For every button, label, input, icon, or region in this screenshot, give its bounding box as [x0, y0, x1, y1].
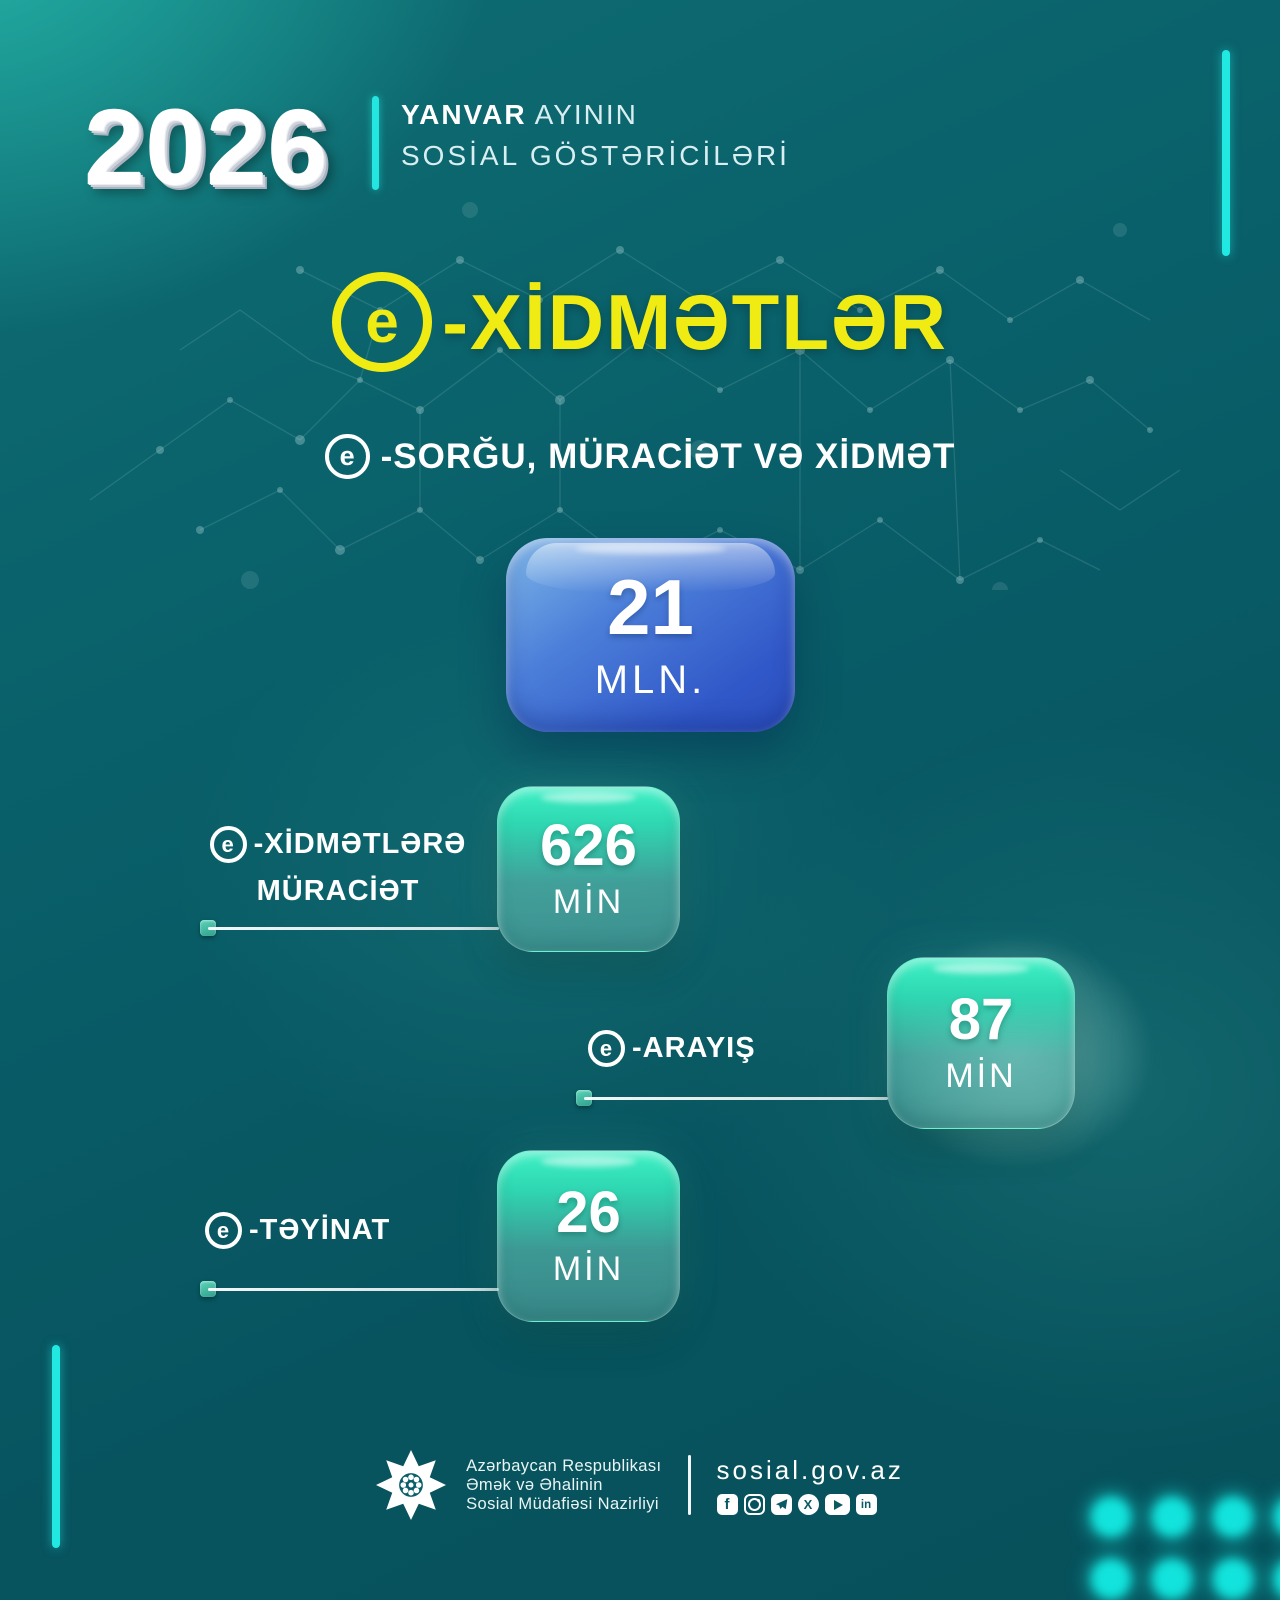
- stat-label-line1: e -XİDMƏTLƏRƏ: [207, 826, 469, 863]
- page-title: e -XİDMƏTLƏR: [0, 272, 1280, 372]
- card-sheen: [575, 543, 726, 554]
- ministry-line: Azərbaycan Respublikası: [466, 1456, 662, 1475]
- header-line1: YANVAR AYININ: [401, 99, 790, 131]
- page-title-text: -XİDMƏTLƏR: [442, 277, 948, 366]
- page-subtitle: e -SORĞU, MÜRACİƏT VƏ XİDMƏT: [0, 434, 1280, 479]
- x-glyph: X: [803, 1497, 813, 1512]
- glow-dot: [1273, 1559, 1280, 1599]
- stat-unit: MİN: [552, 882, 625, 921]
- glow-dot: [1090, 1559, 1131, 1599]
- header-caption: YANVAR AYININ SOSİAL GÖSTƏRİCİLƏRİ: [401, 99, 790, 172]
- glow-dot-grid: [1080, 1486, 1280, 1600]
- connector-line: [208, 927, 499, 930]
- header-line2: SOSİAL GÖSTƏRİCİLƏRİ: [401, 140, 790, 171]
- footer: Azərbaycan Respublikası Əmək və Əhalinin…: [0, 1450, 1280, 1520]
- facebook-icon[interactable]: f: [716, 1494, 738, 1515]
- glow-dot: [1090, 1497, 1131, 1537]
- connector-line: [208, 1288, 499, 1291]
- ministry-line: Əmək və Əhalinin: [466, 1475, 603, 1494]
- instagram-icon[interactable]: [743, 1494, 765, 1515]
- footer-divider: [687, 1455, 691, 1515]
- telegram-icon[interactable]: [770, 1494, 792, 1515]
- stat-label-text: -ARAYIŞ: [632, 1032, 756, 1064]
- stat-value: 87: [948, 986, 1014, 1052]
- ministry-name: Azərbaycan Respublikası Əmək və Əhalinin…: [466, 1457, 661, 1514]
- card-sheen: [541, 792, 636, 803]
- e-glyph: e: [339, 441, 355, 471]
- glow-dot: [1273, 1497, 1280, 1537]
- youtube-icon[interactable]: [824, 1494, 850, 1515]
- glow-dot: [1212, 1559, 1253, 1599]
- e-circle-icon: e: [209, 826, 247, 863]
- stat-label-line2: MÜRACİƏT: [256, 875, 420, 907]
- stat-value: 626: [540, 812, 637, 878]
- ministry-emblem-icon: [376, 1450, 447, 1520]
- stat-card-e-arayis: 87 MİN: [887, 957, 1075, 1129]
- e-glyph: e: [599, 1035, 614, 1061]
- stat-label-e-arayis: e -ARAYIŞ: [588, 1030, 756, 1067]
- linkedin-icon[interactable]: in: [855, 1494, 877, 1515]
- stat-label-e-teyinat: e -TƏYİNAT: [205, 1212, 390, 1249]
- e-circle-icon: e: [324, 434, 370, 479]
- stat-label-text: -XİDMƏTLƏRƏ: [253, 828, 467, 860]
- x-icon[interactable]: X: [797, 1494, 819, 1515]
- connector-line: [584, 1097, 888, 1100]
- glow-dot: [1151, 1559, 1192, 1599]
- telegram-plane: [775, 1499, 787, 1510]
- stat-card-e-teyinat: 26 MİN: [497, 1150, 680, 1322]
- e-circle-icon: e: [332, 272, 433, 372]
- glow-dot: [1212, 1497, 1253, 1537]
- e-glyph: e: [221, 831, 235, 857]
- social-icons: f X in: [716, 1494, 904, 1515]
- stat-label-text: -TƏYİNAT: [249, 1214, 391, 1246]
- e-circle-icon: e: [205, 1212, 242, 1249]
- website-link[interactable]: sosial.gov.az: [716, 1455, 904, 1485]
- stat-card-e-xidmetlere-muraciet: 626 MİN: [497, 786, 680, 952]
- card-sheen: [541, 1156, 636, 1167]
- stat-unit: MLN.: [594, 657, 707, 702]
- stat-label-e-xidmetlere-muraciet: e -XİDMƏTLƏRƏ MÜRACİƏT: [207, 826, 469, 908]
- year-3d-text: 2026: [84, 86, 329, 207]
- ministry-line: Sosial Müdafiəsi Nazirliyi: [466, 1494, 659, 1513]
- stat-card-total: 21 MLN.: [506, 538, 795, 732]
- page-subtitle-text: -SORĞU, MÜRACİƏT VƏ XİDMƏT: [380, 436, 956, 476]
- e-glyph: e: [365, 288, 399, 355]
- stat-unit: MİN: [552, 1249, 625, 1288]
- stat-unit: MİN: [945, 1056, 1017, 1095]
- footer-contact: sosial.gov.az f X in: [716, 1455, 904, 1515]
- e-circle-icon: e: [588, 1030, 625, 1067]
- glow-dot: [1151, 1497, 1192, 1537]
- accent-bar-bottom-left: [52, 1345, 60, 1548]
- header-month: YANVAR: [401, 99, 527, 130]
- accent-bar-top-right: [1222, 50, 1230, 256]
- header-month-rest: AYININ: [534, 99, 638, 130]
- facebook-glyph: f: [724, 1496, 730, 1513]
- linkedin-glyph: in: [860, 1498, 872, 1511]
- stat-value: 26: [556, 1179, 621, 1245]
- e-glyph: e: [216, 1217, 231, 1243]
- card-sheen: [932, 963, 1030, 974]
- header-divider: [372, 96, 379, 190]
